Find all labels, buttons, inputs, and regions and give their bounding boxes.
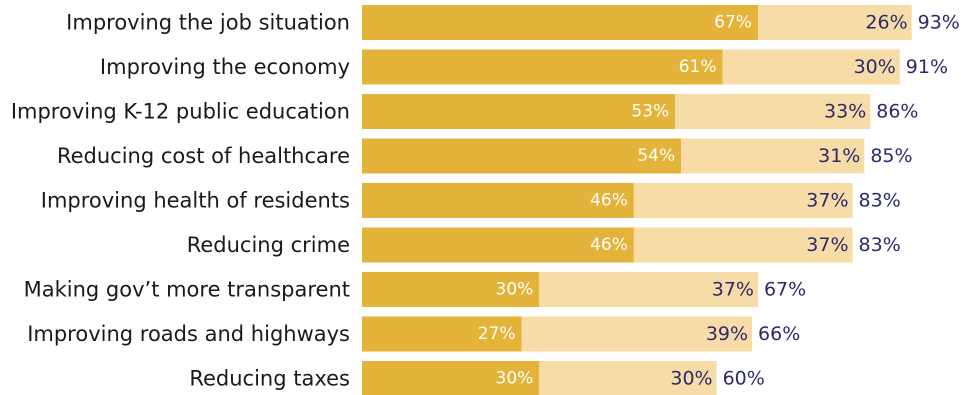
category-label: Improving roads and highways	[27, 322, 350, 346]
category-label: Improving K-12 public education	[11, 100, 350, 124]
bar-value-label-primary: 54%	[637, 146, 675, 166]
bar-segment-primary	[362, 316, 522, 352]
bar-value-label-secondary: 30%	[670, 368, 712, 390]
category-label: Reducing cost of healthcare	[57, 144, 350, 168]
bar-segment-primary	[362, 94, 676, 129]
bar-value-label-secondary: 33%	[824, 101, 866, 123]
bar-total-label: 67%	[764, 279, 806, 301]
bar-total-label: 66%	[758, 323, 800, 345]
bar-segment-secondary	[722, 49, 900, 85]
bar-total-label: 60%	[723, 368, 765, 390]
bar-value-label-secondary: 37%	[712, 279, 754, 301]
bar-total-label: 85%	[870, 145, 912, 167]
bar-value-label-primary: 67%	[714, 13, 752, 33]
bar-segment-primary	[362, 5, 758, 40]
bar-segment-primary	[362, 272, 540, 307]
bar-value-label-secondary: 31%	[818, 145, 860, 167]
bar-segment-secondary	[633, 227, 853, 263]
bar-value-label-primary: 30%	[496, 369, 534, 389]
bar-segment-primary	[362, 361, 540, 395]
bar-segment-primary	[362, 138, 682, 174]
category-label: Improving health of residents	[41, 189, 350, 213]
bar-value-label-primary: 61%	[679, 57, 717, 77]
bar-value-label-secondary: 30%	[854, 56, 896, 78]
bar-value-label-secondary: 26%	[865, 12, 907, 34]
bar-segment-secondary	[681, 138, 865, 174]
bar-segment-primary	[362, 183, 634, 218]
bars-group: Improving the job situation 67% 26% 93% Impr…	[11, 5, 960, 395]
bar-total-label: 86%	[876, 101, 918, 123]
bar-value-label-secondary: 37%	[806, 190, 848, 212]
bar-segment-secondary	[539, 272, 758, 307]
category-label: Improving the economy	[100, 55, 350, 79]
bar-total-label: 83%	[859, 234, 901, 256]
bar-total-label: 93%	[918, 12, 960, 34]
category-label: Reducing crime	[187, 233, 350, 257]
bar-segment-secondary	[539, 361, 717, 395]
bar-value-label-primary: 53%	[631, 102, 669, 122]
category-label: Reducing taxes	[189, 367, 350, 391]
bar-value-label-primary: 27%	[478, 324, 516, 344]
bar-value-label-secondary: 39%	[706, 323, 748, 345]
category-label: Improving the job situation	[66, 11, 350, 35]
bar-value-label-secondary: 37%	[806, 234, 848, 256]
bar-segment-secondary	[675, 94, 871, 129]
bar-value-label-primary: 46%	[590, 191, 628, 211]
bar-segment-secondary	[521, 316, 753, 352]
bar-value-label-primary: 30%	[496, 280, 534, 300]
bar-value-label-primary: 46%	[590, 235, 628, 255]
bar-total-label: 83%	[859, 190, 901, 212]
bar-segment-primary	[362, 49, 723, 85]
bar-total-label: 91%	[906, 56, 948, 78]
category-label: Making gov’t more transparent	[24, 278, 350, 302]
bar-segment-primary	[362, 227, 634, 263]
bar-segment-secondary	[757, 5, 912, 40]
bar-segment-secondary	[633, 183, 853, 218]
